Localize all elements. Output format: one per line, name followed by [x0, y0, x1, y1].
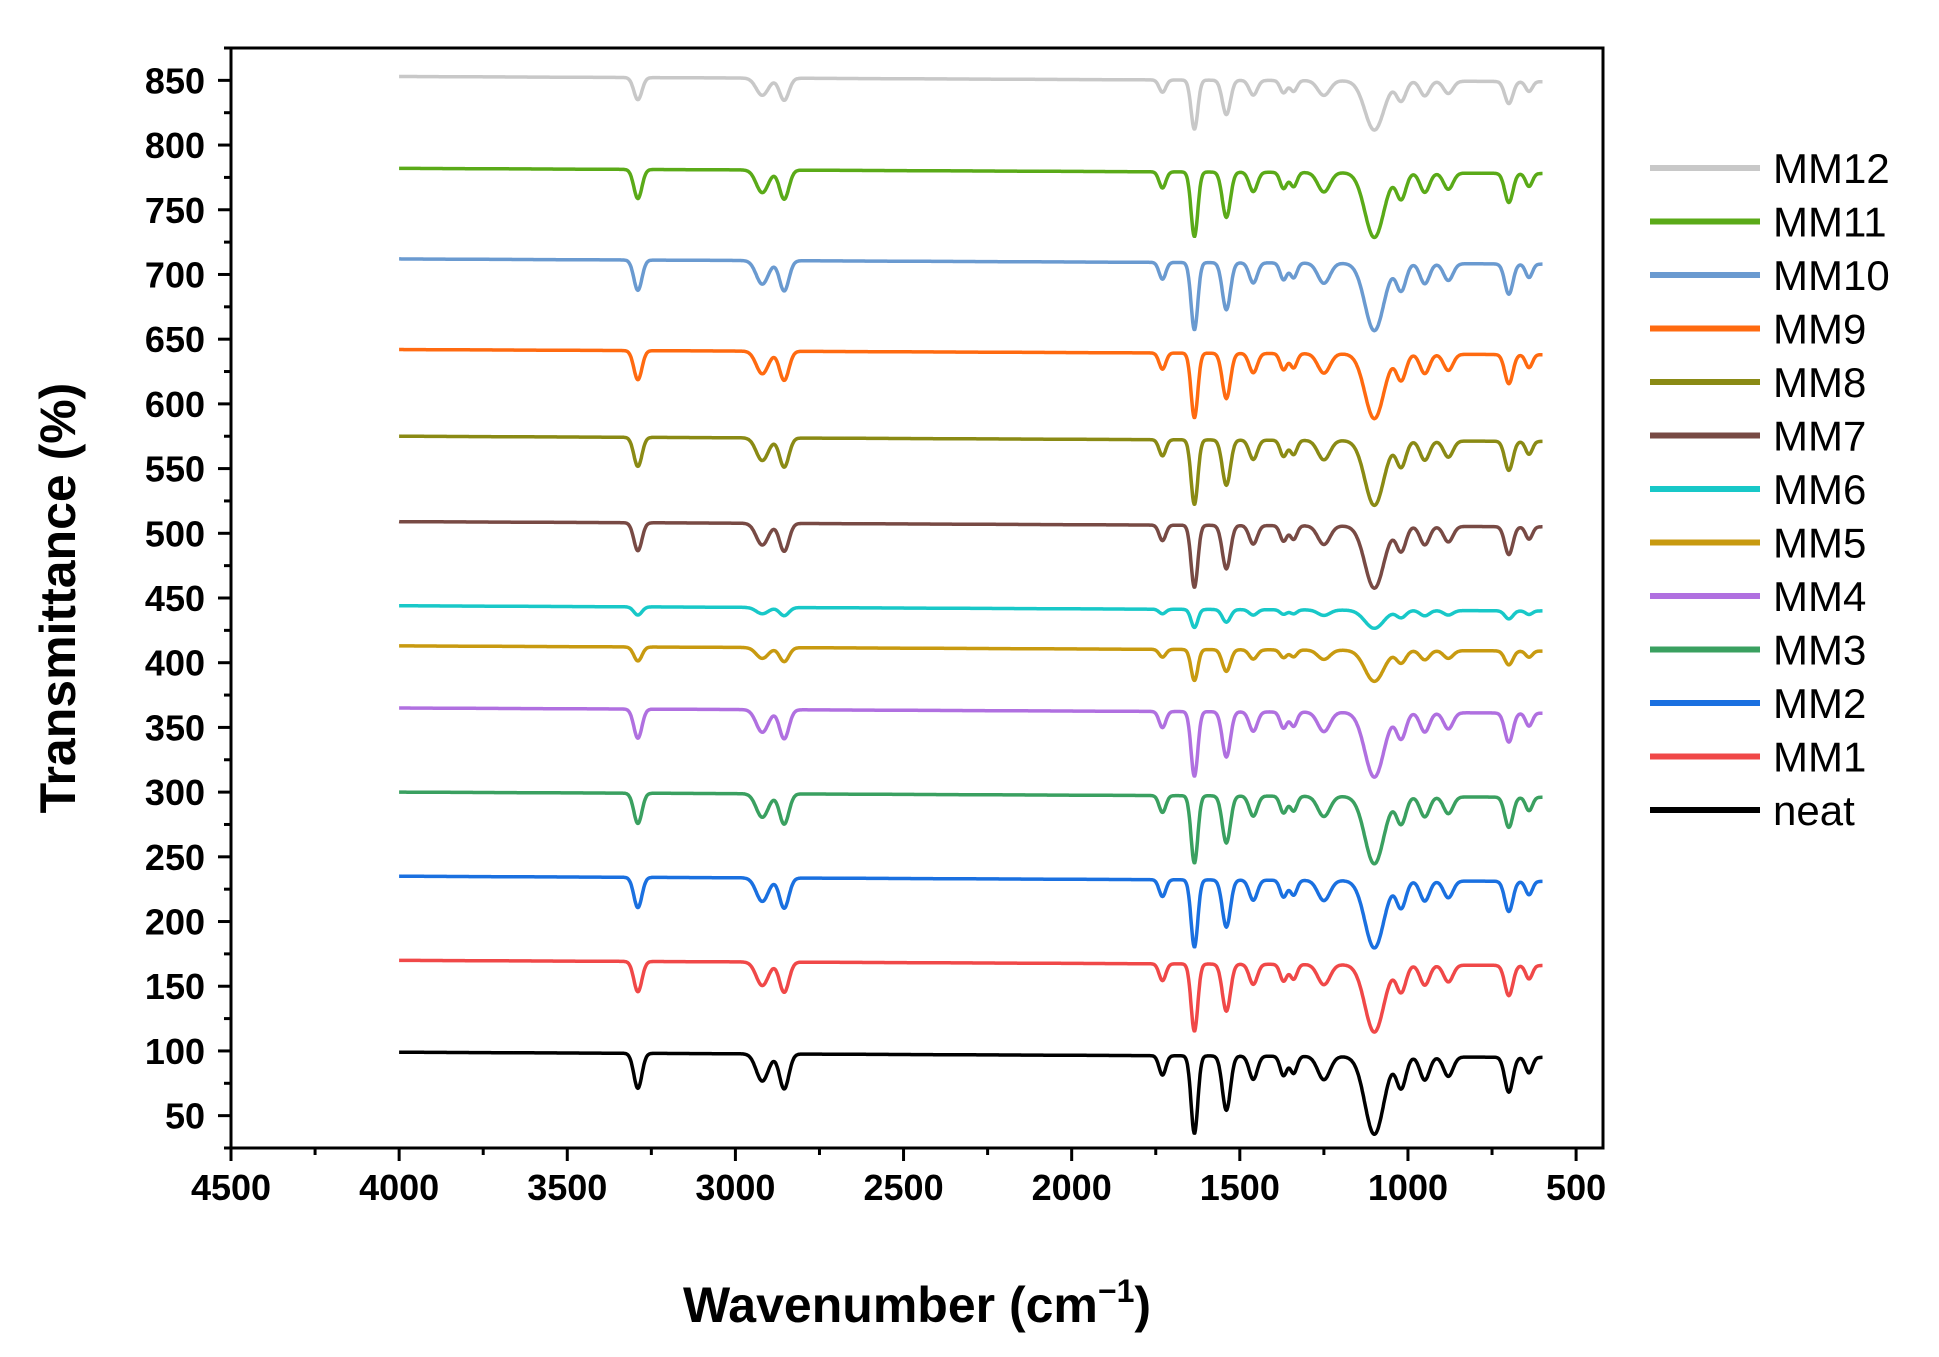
legend: MM12 MM11 MM10 MM9 MM8 MM7 MM6 MM5 MM4 MM3 MM2 MM1 n… [1650, 145, 1890, 834]
y-tick-label: 700 [145, 254, 205, 295]
y-tick-label: 100 [145, 1031, 205, 1072]
series-line-MM9 [398, 347, 1544, 421]
series-line-MM12 [398, 74, 1544, 132]
legend-label-MM7: MM7 [1773, 413, 1866, 460]
legend-label-MM9: MM9 [1773, 306, 1866, 353]
legend-label-MM1: MM1 [1773, 734, 1866, 781]
y-axis-ticks: 50 100 150 200 250 300 350 400 450 500 550 600 650 70… [145, 46, 231, 1150]
y-tick-label: 500 [145, 513, 205, 554]
y-tick-label: 200 [145, 902, 205, 943]
x-tick-label: 3000 [695, 1167, 775, 1208]
y-axis-title: Transmittance (%) [30, 383, 86, 814]
x-tick-label: 1000 [1368, 1167, 1448, 1208]
x-tick-label: 4500 [191, 1167, 271, 1208]
y-tick-label: 750 [145, 190, 205, 231]
x-axis-title-close: ) [1134, 1277, 1151, 1333]
y-tick-label: 250 [145, 837, 205, 878]
series-line-MM1 [398, 958, 1544, 1034]
x-tick-label: 2000 [1032, 1167, 1112, 1208]
y-tick-label: 50 [165, 1096, 205, 1137]
x-axis-ticks: 4500 4000 3500 3000 2500 2000 1500 1000 500 [191, 1148, 1606, 1208]
series-lines [398, 74, 1544, 1137]
x-tick-label: 1500 [1200, 1167, 1280, 1208]
series-line-MM6 [398, 604, 1544, 631]
x-tick-label: 2500 [864, 1167, 944, 1208]
x-axis-title-main: Wavenumber (cm [683, 1277, 1098, 1333]
legend-label-MM11: MM11 [1773, 199, 1887, 246]
series-line-MM3 [398, 790, 1544, 866]
y-tick-label: 150 [145, 966, 205, 1007]
legend-label-MM4: MM4 [1773, 573, 1866, 620]
x-tick-label: 500 [1546, 1167, 1606, 1208]
y-tick-label: 850 [145, 60, 205, 101]
y-tick-label: 350 [145, 707, 205, 748]
legend-label-MM2: MM2 [1773, 680, 1866, 727]
series-line-MM2 [398, 874, 1544, 950]
series-line-MM8 [398, 434, 1544, 508]
y-tick-label: 400 [145, 643, 205, 684]
series-line-neat [398, 1050, 1544, 1137]
series-line-MM7 [398, 519, 1544, 590]
y-tick-label: 800 [145, 125, 205, 166]
y-tick-label: 450 [145, 578, 205, 619]
legend-label-MM3: MM3 [1773, 627, 1866, 674]
legend-label-MM8: MM8 [1773, 359, 1866, 406]
series-line-MM10 [398, 257, 1544, 333]
y-tick-label: 550 [145, 449, 205, 490]
legend-label-neat: neat [1773, 787, 1855, 834]
y-tick-label: 650 [145, 319, 205, 360]
legend-label-MM6: MM6 [1773, 466, 1866, 513]
x-tick-label: 3500 [527, 1167, 607, 1208]
y-tick-label: 300 [145, 772, 205, 813]
x-tick-label: 4000 [359, 1167, 439, 1208]
series-line-MM5 [398, 644, 1544, 684]
legend-label-MM10: MM10 [1773, 252, 1890, 299]
legend-label-MM12: MM12 [1773, 145, 1890, 192]
series-line-MM4 [398, 706, 1544, 779]
x-axis-title-superscript: −1 [1098, 1273, 1134, 1309]
y-tick-label: 600 [145, 384, 205, 425]
x-axis-title: Wavenumber (cm−1) [683, 1273, 1151, 1333]
legend-label-MM5: MM5 [1773, 520, 1866, 567]
series-line-MM11 [398, 166, 1544, 240]
